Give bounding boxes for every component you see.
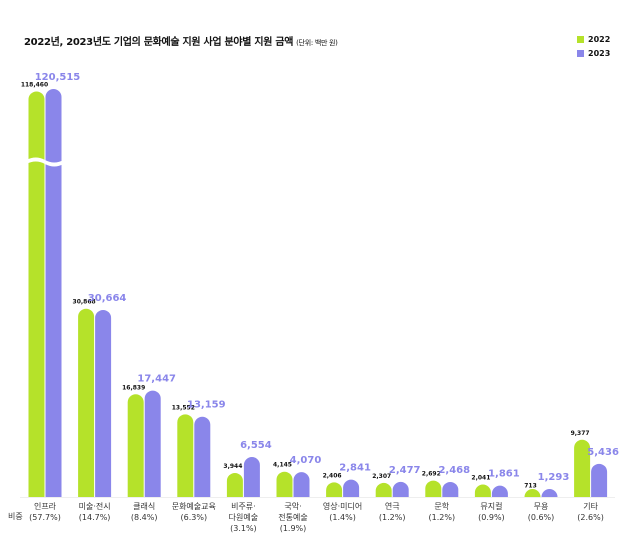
value-label-2022-2: 16,839 (122, 384, 145, 391)
category-label-5-1: 전통예술 (278, 512, 307, 522)
category-label-8-0: 문학 (434, 501, 449, 511)
bar-2022-1 (78, 308, 95, 497)
value-label-2022-3: 13,552 (172, 404, 195, 411)
bar-2022-5 (276, 471, 293, 497)
share-value-6: (1.4%) (329, 513, 356, 522)
bar-2023-3 (194, 416, 211, 497)
bar-2023-4 (243, 457, 260, 497)
category-label-4-0: 비주류· (231, 502, 256, 511)
legend-label-2023: 2023 (588, 49, 611, 58)
share-value-8: (1.2%) (429, 513, 456, 522)
legend-item-2023: 2023 (577, 48, 610, 59)
chart-title: 2022년, 2023년도 기업의 문화예술 지원 사업 분야별 지원 금액 (단… (24, 33, 338, 48)
value-label-2023-11: 5,436 (587, 447, 619, 458)
share-value-0: (57.7%) (29, 513, 61, 522)
value-label-2023-5: 4,070 (290, 455, 322, 466)
bar-2022-0 (28, 91, 45, 497)
value-label-2023-0: 120,515 (35, 72, 81, 83)
bar-2022-9 (474, 484, 491, 497)
bar-2023-0 (45, 89, 62, 497)
value-label-2023-7: 2,477 (389, 465, 421, 476)
value-label-2023-8: 2,468 (438, 465, 470, 476)
share-value-4: (3.1%) (230, 524, 257, 533)
value-label-2023-6: 2,841 (339, 463, 371, 474)
value-label-2022-4: 3,944 (223, 463, 242, 470)
value-label-2023-3: 13,159 (187, 400, 226, 411)
value-label-2022-11: 9,377 (571, 430, 590, 437)
category-label-10-0: 무용 (534, 502, 549, 511)
legend-swatch-2023 (577, 50, 584, 57)
category-label-4-1: 다원예술 (229, 512, 258, 522)
category-label-1-0: 미술·전시 (79, 501, 111, 511)
share-row-label: 비중 (8, 512, 23, 521)
bar-2022-8 (425, 480, 442, 497)
legend-swatch-2022 (577, 36, 584, 43)
bar-2022-7 (375, 482, 392, 497)
category-label-11-0: 기타 (583, 502, 598, 511)
value-label-2023-4: 6,554 (240, 440, 272, 451)
category-label-5-0: 국악· (284, 501, 301, 511)
bar-2022-11 (574, 439, 591, 497)
share-value-3: (6.3%) (181, 513, 208, 522)
bar-2022-6 (326, 482, 343, 497)
share-value-2: (8.4%) (131, 513, 158, 522)
share-value-11: (2.6%) (577, 513, 604, 522)
category-label-9-0: 뮤지컬 (480, 502, 502, 511)
category-label-0-0: 인프라 (34, 501, 57, 511)
bar-2023-2 (144, 390, 161, 497)
bar-2022-10 (524, 489, 541, 497)
legend-item-2022: 2022 (577, 34, 610, 45)
value-label-2022-6: 2,406 (323, 472, 342, 479)
value-label-2022-10: 713 (524, 483, 537, 490)
bar-2022-3 (177, 414, 194, 497)
value-label-2022-1: 30,868 (73, 299, 96, 306)
unit-note: (단위: 백만 원) (296, 39, 338, 47)
value-label-2022-5: 4,145 (273, 462, 292, 469)
share-value-10: (0.6%) (528, 513, 555, 522)
bar-2023-9 (491, 485, 508, 497)
chart-title-text: 2022년, 2023년도 기업의 문화예술 지원 사업 분야별 지원 금액 (24, 37, 294, 48)
axis-break-wave (26, 157, 64, 167)
bar-2022-2 (127, 394, 144, 497)
category-label-7-0: 연극 (385, 502, 400, 511)
value-label-2023-2: 17,447 (137, 374, 176, 385)
share-value-9: (0.9%) (478, 513, 505, 522)
value-label-2022-8: 2,692 (422, 471, 441, 478)
bar-2022-4 (226, 472, 243, 497)
legend-label-2022: 2022 (588, 35, 611, 44)
category-label-3-0: 문화예술교육 (172, 501, 216, 511)
legend: 2022 2023 (577, 34, 610, 62)
bar-2023-6 (343, 479, 360, 497)
share-value-1: (14.7%) (79, 513, 111, 522)
category-label-2-0: 클래식 (133, 502, 155, 511)
bar-2023-7 (392, 481, 409, 497)
bar-2023-1 (95, 309, 112, 497)
bar-2023-11 (591, 463, 608, 497)
value-label-2023-9: 1,861 (488, 469, 520, 480)
value-label-2023-10: 1,293 (538, 472, 570, 483)
value-label-2022-9: 2,041 (471, 475, 490, 482)
value-label-2022-7: 2,307 (372, 473, 391, 480)
value-label-2022-0: 118,460 (21, 81, 48, 88)
value-label-2023-1: 30,664 (88, 293, 127, 304)
share-value-5: (1.9%) (280, 524, 307, 533)
category-label-6-0: 영상·미디어 (323, 501, 362, 511)
bar-2023-8 (442, 481, 459, 497)
share-value-7: (1.2%) (379, 513, 406, 522)
bar-2023-10 (541, 489, 558, 497)
bar-2023-5 (293, 472, 310, 497)
